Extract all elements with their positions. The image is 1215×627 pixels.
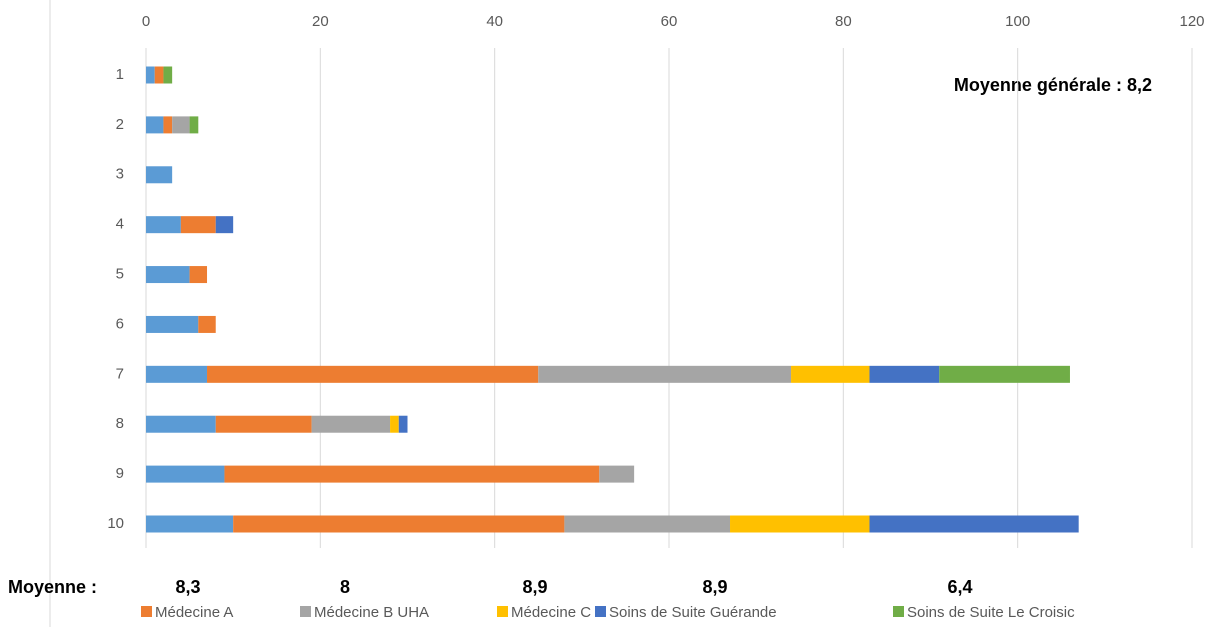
bar-segment	[146, 166, 173, 184]
bar-segment	[172, 116, 190, 134]
y-tick-label: 6	[116, 315, 124, 332]
y-tick-label: 7	[116, 365, 124, 382]
y-tick-label: 9	[116, 465, 124, 482]
bar-segment	[146, 66, 155, 84]
bar-segment	[146, 266, 190, 284]
bar-segment	[146, 465, 225, 483]
y-tick-label: 4	[116, 216, 124, 233]
y-tick-label: 8	[116, 415, 124, 432]
bar-segment	[599, 465, 635, 483]
bar-segment	[163, 66, 173, 84]
bar-segment	[207, 365, 539, 383]
bar-segment	[215, 415, 312, 433]
bar-segment	[163, 116, 173, 134]
legend-label: Soins de Suite Le Croisic	[907, 604, 1075, 621]
bar-segment	[398, 415, 408, 433]
bar-segment	[869, 515, 1079, 533]
bar-segment	[538, 365, 792, 383]
average-value: 8,3	[175, 577, 200, 597]
bar-segment	[180, 216, 216, 234]
y-tick-label: 5	[116, 266, 124, 283]
x-tick-label: 80	[835, 13, 852, 30]
bar-segment	[146, 315, 199, 333]
legend-swatch	[893, 606, 904, 617]
bar-segment	[791, 365, 870, 383]
average-value: 8	[340, 577, 350, 597]
y-tick-label: 2	[116, 116, 124, 133]
y-tick-label: 10	[107, 515, 124, 532]
general-average: Moyenne générale : 8,2	[954, 75, 1152, 95]
y-tick-label: 3	[116, 166, 124, 183]
legend-swatch	[300, 606, 311, 617]
legend-swatch	[497, 606, 508, 617]
bar-segment	[311, 415, 391, 433]
x-tick-label: 120	[1179, 13, 1204, 30]
bar-segment	[198, 315, 216, 333]
x-tick-label: 100	[1005, 13, 1030, 30]
legend-label: Médecine C	[511, 604, 591, 621]
bar-segment	[146, 365, 208, 383]
bar-segment	[189, 116, 199, 134]
bar-segment	[146, 415, 216, 433]
bar-segment	[564, 515, 731, 533]
legend-swatch	[595, 606, 606, 617]
x-tick-label: 0	[142, 13, 150, 30]
x-tick-label: 20	[312, 13, 329, 30]
bar-segment	[730, 515, 870, 533]
average-value: 6,4	[947, 577, 972, 597]
legend-label: Soins de Suite Guérande	[609, 604, 777, 621]
legend-label: Médecine B UHA	[314, 604, 429, 621]
bar-segment	[146, 216, 181, 234]
y-tick-label: 1	[116, 66, 124, 83]
bar-segment	[146, 116, 164, 134]
bar-segment	[233, 515, 565, 533]
bar-segment	[154, 66, 164, 84]
legend-label: Médecine A	[155, 604, 233, 621]
bar-segment	[224, 465, 600, 483]
bar-segment	[146, 515, 234, 533]
average-value: 8,9	[702, 577, 727, 597]
average-value: 8,9	[522, 577, 547, 597]
bar-segment	[939, 365, 1070, 383]
bar-segment	[189, 266, 208, 284]
x-tick-label: 60	[661, 13, 678, 30]
averages-label: Moyenne :	[8, 577, 97, 597]
x-tick-label: 40	[486, 13, 503, 30]
legend-swatch	[141, 606, 152, 617]
bar-segment	[390, 415, 399, 433]
bar-segment	[869, 365, 940, 383]
bar-segment	[215, 216, 234, 234]
